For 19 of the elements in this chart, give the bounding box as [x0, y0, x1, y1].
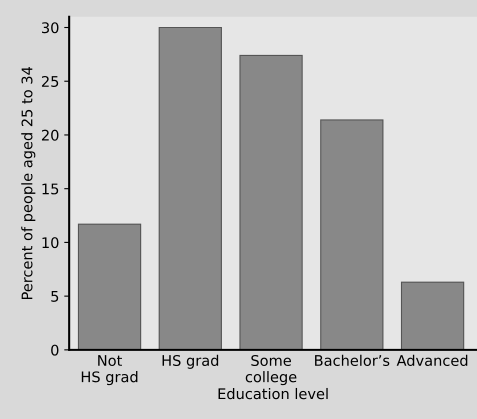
bar [320, 119, 384, 350]
y-tick-label: 5 [51, 291, 58, 302]
y-tick-label: 25 [42, 76, 58, 87]
bar [78, 224, 142, 350]
y-axis-title: Percent of people aged 25 to 34 [21, 66, 36, 300]
y-tick-label: 30 [42, 22, 58, 34]
y-tick-label: 20 [42, 130, 58, 141]
x-tick-label: Bachelor’s [315, 354, 390, 366]
y-tick-label: 0 [51, 344, 58, 356]
x-tick-label: Advanced [396, 354, 468, 366]
x-tick-label: Not HS grad [82, 355, 138, 386]
x-tick-label: HS grad [162, 354, 218, 369]
y-tick-label: 10 [42, 237, 58, 248]
bar [239, 54, 303, 350]
x-axis-title: Education level [218, 388, 328, 400]
bar [158, 26, 222, 350]
x-tick-label: Some college [246, 354, 296, 386]
y-tick-label: 15 [42, 184, 58, 194]
bar [400, 282, 464, 350]
